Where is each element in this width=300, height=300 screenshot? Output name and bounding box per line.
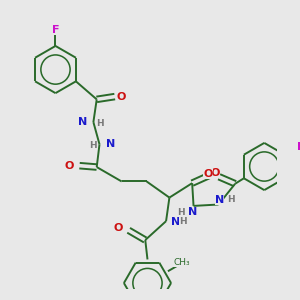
Text: N: N — [171, 217, 180, 227]
Text: N: N — [215, 194, 224, 205]
Text: N: N — [188, 207, 197, 217]
Text: H: H — [89, 141, 97, 150]
Text: H: H — [227, 195, 235, 204]
Text: O: O — [116, 92, 125, 102]
Text: F: F — [52, 25, 59, 35]
Text: N: N — [106, 139, 115, 149]
Text: F: F — [297, 142, 300, 152]
Text: CH₃: CH₃ — [173, 258, 190, 267]
Text: O: O — [211, 168, 220, 178]
Text: H: H — [96, 119, 104, 128]
Text: N: N — [78, 117, 87, 127]
Text: O: O — [113, 223, 122, 233]
Text: H: H — [178, 208, 185, 217]
Text: O: O — [204, 169, 213, 179]
Text: H: H — [179, 218, 187, 226]
Text: O: O — [64, 161, 74, 171]
